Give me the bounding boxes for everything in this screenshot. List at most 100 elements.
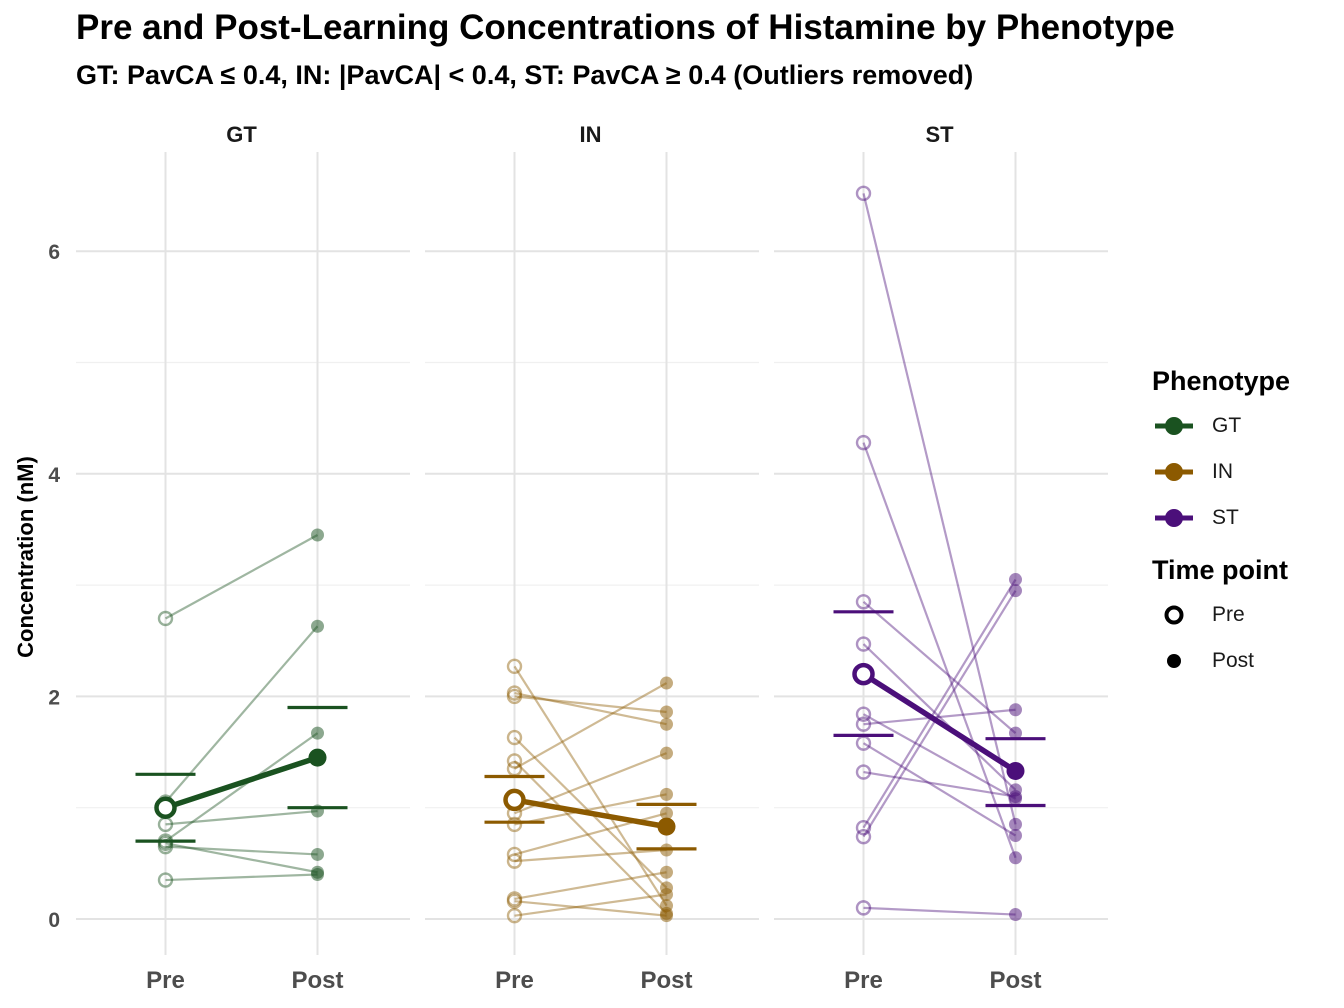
pre-point: [855, 764, 872, 780]
legend-key-st: [1152, 503, 1196, 533]
pre-point: [506, 753, 523, 769]
legend-item-pre: Pre: [1152, 592, 1342, 638]
pre-point: [506, 893, 523, 909]
post-point: [660, 787, 673, 801]
post-point: [660, 746, 673, 760]
legend-phenotype-title: Phenotype: [1152, 366, 1291, 396]
pre-point: [506, 816, 523, 833]
subject-line: [862, 590, 1017, 838]
subject-line: [513, 665, 668, 907]
subject-line: [513, 760, 668, 915]
pre-point: [157, 610, 174, 627]
y-tick-label: 6: [48, 241, 60, 264]
post-point: [1009, 817, 1022, 831]
post-point: [1009, 703, 1022, 717]
legend-open-circle: [1164, 605, 1184, 625]
subject-line: [862, 742, 1017, 837]
subject-line: [863, 906, 1016, 916]
subject-line: [862, 713, 1017, 800]
mean-post-point: [657, 817, 676, 836]
post-point: [311, 867, 324, 881]
legend-item-post: Post: [1152, 638, 1342, 684]
mean-post-point: [1006, 761, 1025, 780]
subject-line: [164, 732, 319, 842]
x-tick-label: Post: [291, 967, 343, 994]
post-point: [660, 888, 673, 902]
post-point: [311, 528, 324, 542]
subject-line: [862, 442, 1017, 859]
legend-dot: [1165, 463, 1183, 481]
legend-key-graphic: [1155, 463, 1193, 481]
y-axis-label: Concentration (nM): [13, 456, 38, 658]
subject-line: [863, 770, 1016, 798]
legend-dot: [1165, 509, 1183, 527]
pre-point: [855, 900, 872, 916]
subject-line: [165, 873, 318, 882]
post-point: [660, 705, 673, 719]
post-point: [1009, 584, 1022, 598]
chart-subtitle: GT: PavCA ≤ 0.4, IN: |PavCA| < 0.4, ST: …: [76, 60, 974, 90]
panel-strip-label: ST: [925, 122, 954, 147]
legend-timepoint: Time point Pre Post: [1152, 555, 1342, 684]
subject-line: [514, 793, 667, 826]
post-point: [660, 676, 673, 690]
chart-title: Pre and Post-Learning Concentrations of …: [76, 8, 1175, 47]
mean-line: [164, 755, 319, 811]
legend-dot: [1165, 417, 1183, 435]
mean-line: [862, 671, 1017, 774]
legend-key-pre: [1152, 600, 1196, 630]
subject-line: [862, 643, 1017, 791]
y-tick-label: 2: [48, 686, 60, 709]
subject-line: [514, 695, 667, 714]
subject-line: [165, 842, 318, 874]
legend-key-graphic: [1155, 509, 1193, 527]
legend-item-gt: GT: [1152, 403, 1342, 449]
legend-key-in: [1152, 457, 1196, 487]
legend-phenotype: Phenotype GT IN ST: [1152, 366, 1342, 541]
pre-point: [506, 688, 523, 705]
pre-point: [855, 716, 872, 732]
post-point: [660, 909, 673, 923]
post-point: [660, 865, 673, 879]
subject-line: [863, 708, 1016, 726]
panel-strip-label: GT: [226, 122, 257, 147]
y-tick-label: 4: [48, 464, 60, 487]
legend-label-post: Post: [1212, 649, 1255, 672]
legend-label-gt: GT: [1212, 414, 1242, 437]
post-point: [311, 847, 324, 861]
post-point: [1009, 829, 1022, 843]
post-point: [1009, 573, 1022, 587]
legend-key-graphic: [1155, 417, 1193, 435]
subject-line: [862, 193, 1017, 825]
pre-point: [855, 820, 872, 836]
pre-point: [506, 685, 523, 701]
mean-post-point: [308, 748, 327, 767]
pre-point: [855, 185, 872, 202]
subject-line: [514, 691, 667, 726]
legend-label-pre: Pre: [1212, 603, 1245, 626]
subject-line: [514, 871, 667, 901]
subject-line: [862, 600, 1017, 734]
legend-label-st: ST: [1212, 506, 1239, 529]
pre-point: [506, 658, 523, 675]
pre-point: [855, 706, 872, 722]
post-point: [660, 717, 673, 731]
subject-line: [513, 682, 668, 770]
pre-point: [855, 636, 872, 652]
x-tick-label: Pre: [146, 967, 185, 994]
pre-point: [855, 594, 872, 610]
x-tick-label: Pre: [844, 967, 883, 994]
subject-line: [164, 534, 319, 620]
mean-pre-point: [154, 796, 177, 819]
legend: Phenotype GT IN ST Time point Pre Post: [1152, 366, 1342, 698]
subject-line: [165, 809, 318, 826]
legend-label-in: IN: [1212, 460, 1233, 483]
pre-point: [506, 891, 523, 907]
mean-pre-point: [852, 662, 875, 686]
legend-key-gt: [1152, 411, 1196, 441]
post-point: [311, 619, 324, 633]
post-point: [660, 806, 673, 820]
post-point: [1009, 851, 1022, 865]
legend-key-graphic: [1164, 605, 1184, 625]
legend-timepoint-title: Time point: [1152, 555, 1289, 585]
